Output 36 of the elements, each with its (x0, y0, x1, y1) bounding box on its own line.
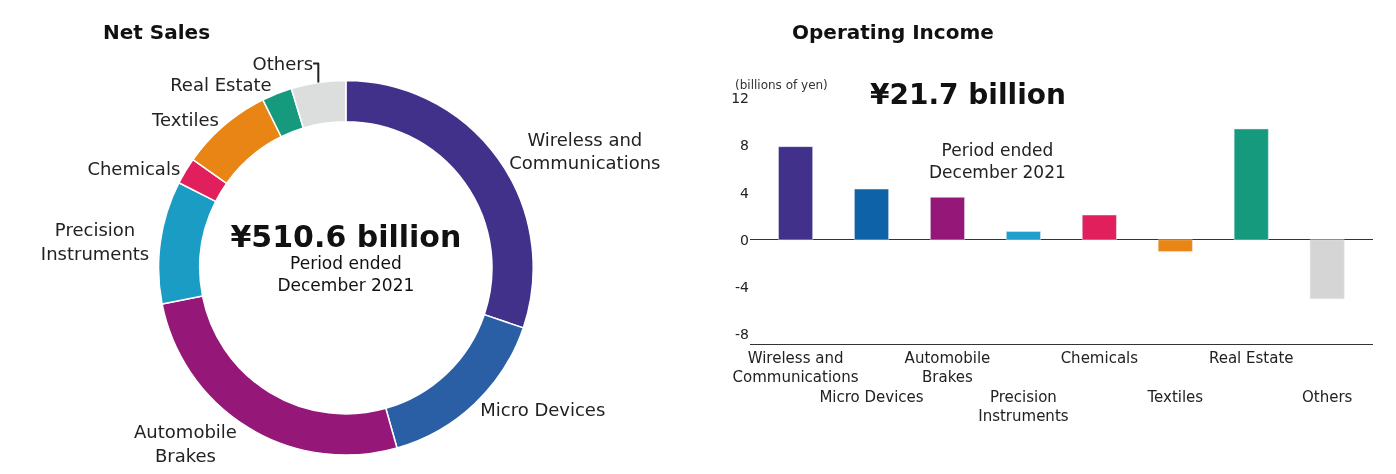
bar (778, 146, 813, 241)
bar (1082, 214, 1117, 241)
bar (1309, 239, 1345, 300)
x-tick-label: Real Estate (1208, 348, 1294, 367)
chart-title: Operating Income (792, 20, 994, 44)
slice-label: Chemicals (87, 157, 181, 179)
chart-title: Net Sales (103, 20, 211, 44)
x-tick-label: Wireless and Communications (732, 348, 859, 387)
slice-label: Others (252, 53, 314, 75)
x-tick-label: Chemicals (1060, 348, 1139, 367)
bar (854, 188, 889, 241)
x-tick-label: Precision Instruments (978, 387, 1069, 426)
bar (1233, 128, 1269, 241)
bar (1006, 231, 1041, 241)
text: ¥510.6 billion (230, 218, 462, 254)
y-tick-label: -4 (735, 278, 750, 295)
y-tick-label: 12 (731, 90, 749, 107)
x-tick-label: Automobile Brakes (904, 348, 991, 387)
x-tick-label: Textiles (1146, 387, 1204, 406)
annotation: ¥21.7 billion (870, 78, 1066, 111)
bar (930, 197, 965, 241)
y-axis-title: (billions of yen) (735, 78, 828, 92)
bar (1157, 239, 1193, 252)
slice-label: Precision Instruments (40, 219, 150, 264)
slice-label: Wireless and Communications (509, 128, 661, 174)
slice-label: Automobile Brakes (134, 421, 237, 466)
y-tick-label: 4 (740, 184, 750, 201)
x-tick-label: Micro Devices (819, 387, 924, 406)
annotation: Period ended December 2021 (929, 140, 1066, 183)
y-tick-label: 8 (740, 137, 749, 154)
x-tick-label: Others (1301, 387, 1353, 406)
y-tick-label: -8 (735, 326, 749, 343)
slice-label: Real Estate (170, 74, 272, 96)
y-tick-label: 0 (740, 231, 749, 248)
slice-label: Textiles (151, 108, 219, 130)
text: Period ended December 2021 (277, 252, 415, 295)
